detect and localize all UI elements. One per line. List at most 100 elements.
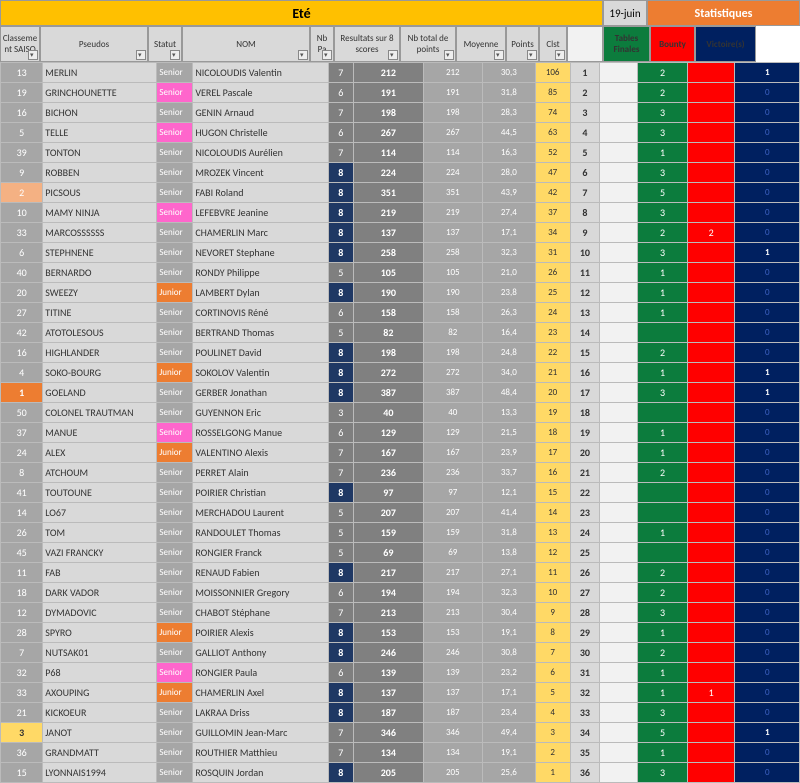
filter-icon[interactable]	[28, 50, 38, 60]
cell-tf: 1	[638, 423, 688, 443]
cell-victoires: 0	[735, 623, 800, 643]
cell-nom: BERTRAND Thomas	[193, 323, 328, 343]
cell-victoires: 0	[735, 403, 800, 423]
cell-tf: 2	[638, 223, 688, 243]
col-points[interactable]: Points	[506, 26, 539, 62]
cell-res8: 134	[353, 743, 423, 763]
cell-clst: 14	[570, 323, 600, 343]
cell-tf	[638, 503, 688, 523]
cell-clst: 16	[570, 363, 600, 383]
cell-statut: Senior	[157, 563, 193, 583]
cell-bounty	[687, 563, 735, 583]
col-date-spacer	[567, 26, 603, 62]
cell-nb: 8	[328, 343, 353, 363]
cell-nom: POULINET David	[193, 343, 328, 363]
cell-bounty	[687, 63, 735, 83]
cell-date	[600, 123, 638, 143]
col-nom[interactable]: NOM	[182, 26, 310, 62]
cell-moyenne: 30,4	[482, 603, 535, 623]
cell-classement: 37	[1, 423, 43, 443]
cell-pseudo: LYONNAIS1994	[43, 763, 157, 783]
cell-statut: Senior	[157, 583, 193, 603]
cell-tf: 1	[638, 663, 688, 683]
cell-points: 12	[535, 543, 570, 563]
table-row: 12DYMADOVICSeniorCHABOT Stéphane72132133…	[1, 603, 800, 623]
cell-moyenne: 24,8	[482, 343, 535, 363]
cell-clst: 15	[570, 343, 600, 363]
filter-icon[interactable]	[322, 50, 332, 60]
col-moyenne[interactable]: Moyenne	[456, 26, 506, 62]
cell-tf: 3	[638, 603, 688, 623]
cell-classement: 45	[1, 543, 43, 563]
cell-moyenne: 28,0	[482, 163, 535, 183]
cell-clst: 13	[570, 303, 600, 323]
filter-icon[interactable]	[170, 50, 180, 60]
cell-victoires: 0	[735, 763, 800, 783]
cell-clst: 26	[570, 563, 600, 583]
cell-pseudo: STEPHNENE	[43, 243, 157, 263]
ete-header: Eté	[0, 0, 603, 26]
col-statut[interactable]: Statut	[148, 26, 182, 62]
cell-res8: 205	[353, 763, 423, 783]
cell-clst: 30	[570, 643, 600, 663]
col-pseudos[interactable]: Pseudos	[40, 26, 148, 62]
cell-date	[600, 303, 638, 323]
cell-moyenne: 13,3	[482, 403, 535, 423]
cell-statut: Senior	[157, 523, 193, 543]
cell-victoires: 0	[735, 103, 800, 123]
cell-pseudo: FAB	[43, 563, 157, 583]
cell-tf: 2	[638, 83, 688, 103]
cell-points: 16	[535, 463, 570, 483]
column-headers: Classeme nt SAISO Pseudos Statut NOM Nb …	[0, 26, 800, 62]
cell-moyenne: 27,4	[482, 203, 535, 223]
filter-icon[interactable]	[388, 50, 398, 60]
filter-icon[interactable]	[136, 50, 146, 60]
col-clst[interactable]: Clst	[539, 26, 567, 62]
cell-victoires: 1	[735, 63, 800, 83]
cell-total: 137	[423, 683, 482, 703]
cell-total: 97	[423, 483, 482, 503]
cell-total: 213	[423, 603, 482, 623]
cell-res8: 207	[353, 503, 423, 523]
cell-total: 219	[423, 203, 482, 223]
cell-nb: 6	[328, 423, 353, 443]
table-row: 28SPYROJuniorPOIRIER Alexis815315319,182…	[1, 623, 800, 643]
cell-pseudo: LO67	[43, 503, 157, 523]
cell-pseudo: SOKO-BOURG	[43, 363, 157, 383]
cell-moyenne: 41,4	[482, 503, 535, 523]
cell-total: 272	[423, 363, 482, 383]
cell-date	[600, 103, 638, 123]
cell-res8: 97	[353, 483, 423, 503]
filter-icon[interactable]	[494, 50, 504, 60]
cell-res8: 159	[353, 523, 423, 543]
table-row: 8ATCHOUMSeniorPERRET Alain723623633,7162…	[1, 463, 800, 483]
filter-icon[interactable]	[444, 50, 454, 60]
filter-icon[interactable]	[298, 50, 308, 60]
filter-icon[interactable]	[555, 50, 565, 60]
cell-nb: 5	[328, 323, 353, 343]
cell-res8: 69	[353, 543, 423, 563]
cell-bounty	[687, 343, 735, 363]
col-total[interactable]: Nb total de points	[400, 26, 456, 62]
cell-victoires: 0	[735, 283, 800, 303]
cell-victoires: 1	[735, 363, 800, 383]
cell-nb: 7	[328, 743, 353, 763]
cell-statut: Senior	[157, 143, 193, 163]
cell-date	[600, 583, 638, 603]
filter-icon[interactable]	[527, 50, 537, 60]
cell-tf: 1	[638, 303, 688, 323]
cell-clst: 31	[570, 663, 600, 683]
col-classement[interactable]: Classeme nt SAISO	[0, 26, 40, 62]
cell-points: 4	[535, 703, 570, 723]
cell-clst: 22	[570, 483, 600, 503]
cell-total: 153	[423, 623, 482, 643]
col-res8[interactable]: Resultats sur 8 scores	[334, 26, 400, 62]
cell-pseudo: HIGHLANDER	[43, 343, 157, 363]
cell-victoires: 0	[735, 203, 800, 223]
cell-clst: 2	[570, 83, 600, 103]
cell-bounty	[687, 123, 735, 143]
cell-date	[600, 263, 638, 283]
cell-nom: LAMBERT Dylan	[193, 283, 328, 303]
cell-bounty: 1	[687, 683, 735, 703]
col-nb[interactable]: Nb Pa	[310, 26, 334, 62]
